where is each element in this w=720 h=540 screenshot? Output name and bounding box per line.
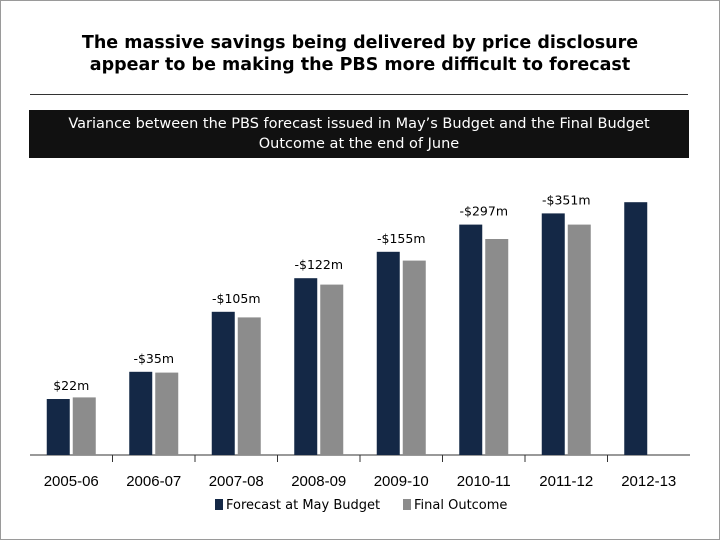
title-line-1: The massive savings being delivered by p… bbox=[81, 33, 639, 53]
legend-label-forecast: Forecast at May Budget bbox=[226, 498, 380, 513]
banner-line-2: Outcome at the end of June bbox=[258, 136, 460, 152]
title-divider bbox=[30, 94, 688, 95]
legend-swatch-final bbox=[403, 499, 411, 510]
bar-forecast-2009-10 bbox=[376, 251, 400, 455]
data-label-2010-11: -$297m bbox=[460, 204, 509, 219]
x-tick-label-2005-06: 2005-06 bbox=[44, 473, 99, 490]
data-label-2009-10: -$155m bbox=[377, 231, 426, 246]
bar-forecast-2005-06 bbox=[46, 399, 70, 455]
data-label-2005-06: $22m bbox=[53, 378, 89, 393]
x-tick-label-2009-10: 2009-10 bbox=[374, 473, 429, 490]
data-label-2011-12: -$351m bbox=[542, 192, 591, 207]
data-label-2006-07: -$35m bbox=[133, 351, 174, 366]
banner-line-1: Variance between the PBS forecast issued… bbox=[68, 116, 650, 132]
x-tick-label-2006-07: 2006-07 bbox=[126, 473, 181, 490]
legend-swatch-forecast bbox=[215, 499, 223, 510]
title-line-2: appear to be making the PBS more difficu… bbox=[89, 55, 631, 75]
bar-forecast-2011-12 bbox=[541, 213, 565, 455]
bar-forecast-2006-07 bbox=[129, 371, 153, 455]
bar-final-2008-09 bbox=[320, 284, 344, 455]
bar-final-2009-10 bbox=[402, 260, 426, 455]
x-tick-label-2012-13: 2012-13 bbox=[621, 473, 676, 490]
bar-final-2007-08 bbox=[237, 317, 261, 455]
x-tick-label-2007-08: 2007-08 bbox=[209, 473, 264, 490]
legend-label-final: Final Outcome bbox=[414, 498, 507, 513]
x-tick-label-2010-11: 2010-11 bbox=[457, 473, 511, 490]
x-tick-label-2011-12: 2011-12 bbox=[539, 473, 593, 490]
bar-final-2006-07 bbox=[155, 372, 179, 455]
data-label-2008-09: -$122m bbox=[295, 257, 344, 272]
bar-forecast-2008-09 bbox=[294, 278, 318, 455]
bar-final-2005-06 bbox=[72, 397, 96, 455]
bar-final-2011-12 bbox=[567, 224, 591, 455]
bar-forecast-2007-08 bbox=[211, 311, 235, 455]
bar-final-2010-11 bbox=[485, 239, 509, 455]
bar-forecast-2010-11 bbox=[459, 224, 483, 455]
x-tick-label-2008-09: 2008-09 bbox=[291, 473, 346, 490]
chart-subtitle-banner: Variance between the PBS forecast issued… bbox=[29, 110, 689, 158]
data-label-2007-08: -$105m bbox=[212, 291, 261, 306]
slide-title: The massive savings being delivered by p… bbox=[40, 32, 680, 76]
bar-forecast-2012-13 bbox=[624, 202, 648, 455]
